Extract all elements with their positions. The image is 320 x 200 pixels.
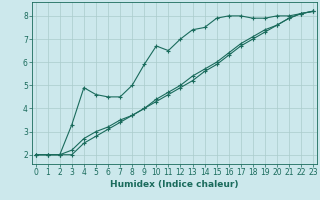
X-axis label: Humidex (Indice chaleur): Humidex (Indice chaleur) xyxy=(110,180,239,189)
